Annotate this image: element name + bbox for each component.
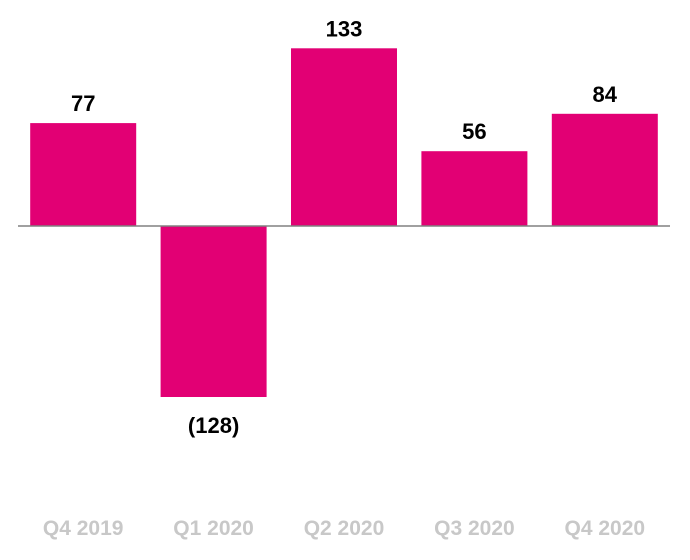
bar-q1-2020 — [160, 226, 267, 397]
value-label-q4-2019: 77 — [71, 91, 95, 116]
category-label-q4-2019: Q4 2019 — [43, 517, 124, 540]
category-label-q3-2020: Q3 2020 — [434, 517, 515, 540]
category-label-q2-2020: Q2 2020 — [304, 517, 385, 540]
bar-q4-2019 — [30, 123, 137, 226]
value-label-q1-2020: (128) — [188, 413, 239, 438]
bars-group — [30, 48, 658, 397]
bar-q2-2020 — [291, 48, 397, 226]
value-label-q2-2020: 133 — [326, 16, 363, 41]
bar-q3-2020 — [421, 151, 528, 226]
value-label-q4-2020: 84 — [593, 82, 618, 107]
bar-q4-2020 — [551, 113, 658, 226]
category-label-q1-2020: Q1 2020 — [173, 517, 254, 540]
category-labels-group: Q4 2019 Q1 2020 Q2 2020 Q3 2020 Q4 2020 — [43, 517, 645, 540]
value-labels-group: 77 (128) 133 56 84 — [71, 16, 618, 438]
value-label-q3-2020: 56 — [462, 119, 486, 144]
category-label-q4-2020: Q4 2020 — [565, 517, 646, 540]
